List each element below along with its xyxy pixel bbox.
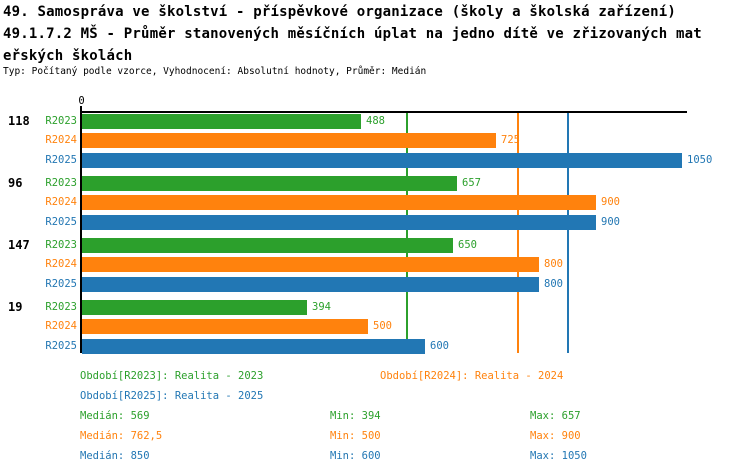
- bar: [82, 114, 361, 129]
- bar: [82, 195, 596, 210]
- stat-label: Min:: [330, 430, 356, 442]
- stat-value: 762,5: [130, 430, 163, 442]
- series-label: R2025: [45, 154, 77, 166]
- stat-min-r2024: Min: 500: [330, 429, 381, 443]
- bar-value-label: 725: [501, 134, 520, 146]
- bar-value-label: 900: [601, 216, 620, 228]
- series-label: R2023: [45, 239, 77, 251]
- median-line-r2025: [567, 113, 569, 353]
- bar-value-label: 900: [601, 196, 620, 208]
- stat-min-r2023: Min: 394: [330, 409, 381, 423]
- stat-value: 500: [361, 430, 381, 442]
- stat-label: Min:: [330, 410, 356, 422]
- category-label: 147: [8, 238, 30, 252]
- bar-value-label: 800: [544, 278, 563, 290]
- bar-value-label: 657: [462, 177, 481, 189]
- stat-label: Medián:: [80, 450, 125, 462]
- stat-median-r2025: Medián: 850: [80, 449, 150, 463]
- bar: [82, 300, 307, 315]
- bar: [82, 238, 453, 253]
- bar-value-label: 1050: [687, 154, 713, 166]
- median-line-r2023: [406, 113, 408, 353]
- stat-value: 569: [130, 410, 150, 422]
- bar: [82, 176, 457, 191]
- series-label: R2023: [45, 115, 77, 127]
- page-title-line2: 49.1.7.2 MŠ - Průměr stanovených měsíční…: [3, 26, 702, 42]
- stat-median-r2023: Medián: 569: [80, 409, 150, 423]
- bar-value-label: 500: [373, 320, 392, 332]
- stat-value: 850: [130, 450, 150, 462]
- series-label: R2025: [45, 278, 77, 290]
- category-label: 19: [8, 300, 23, 314]
- bar: [82, 215, 596, 230]
- y-axis-line: [80, 106, 82, 353]
- category-label: 118: [8, 114, 30, 128]
- stat-label: Min:: [330, 450, 356, 462]
- legend-item-r2023: Období[R2023]: Realita - 2023: [80, 370, 264, 382]
- series-label: R2023: [45, 177, 77, 189]
- stat-max-r2023: Max: 657: [530, 409, 581, 423]
- stat-median-r2024: Medián: 762,5: [80, 429, 162, 443]
- bar: [82, 133, 496, 148]
- series-label: R2025: [45, 340, 77, 352]
- stat-label: Medián:: [80, 430, 125, 442]
- stat-label: Max:: [530, 450, 556, 462]
- bar-value-label: 394: [312, 301, 331, 313]
- bar-value-label: 488: [366, 115, 385, 127]
- series-label: R2024: [45, 258, 77, 270]
- bar: [82, 257, 539, 272]
- legend-item-r2025: Období[R2025]: Realita - 2025: [80, 390, 264, 402]
- x-axis-line: [80, 111, 687, 113]
- stat-label: Max:: [530, 430, 556, 442]
- page-title-line1: 49. Samospráva ve školství - příspěvkové…: [3, 4, 677, 20]
- chart-subtitle: Typ: Počítaný podle vzorce, Vyhodnocení:…: [3, 66, 427, 77]
- bar-value-label: 650: [458, 239, 477, 251]
- stat-min-r2025: Min: 600: [330, 449, 381, 463]
- stat-value: 1050: [561, 450, 587, 462]
- stat-value: 394: [361, 410, 381, 422]
- series-label: R2024: [45, 134, 77, 146]
- median-line-r2024: [517, 113, 519, 353]
- category-label: 96: [8, 176, 23, 190]
- series-label: R2023: [45, 301, 77, 313]
- stat-max-r2025: Max: 1050: [530, 449, 587, 463]
- stat-max-r2024: Max: 900: [530, 429, 581, 443]
- series-label: R2024: [45, 320, 77, 332]
- bar: [82, 277, 539, 292]
- bar-value-label: 600: [430, 340, 449, 352]
- bar: [82, 153, 682, 168]
- bar: [82, 319, 368, 334]
- bar: [82, 339, 425, 354]
- series-label: R2024: [45, 196, 77, 208]
- zero-tick-label: 0: [78, 95, 85, 107]
- bar-value-label: 800: [544, 258, 563, 270]
- stat-value: 600: [361, 450, 381, 462]
- legend-item-r2024: Období[R2024]: Realita - 2024: [380, 370, 564, 382]
- stat-value: 900: [561, 430, 581, 442]
- stat-label: Max:: [530, 410, 556, 422]
- page-title-line3: eřských školách: [3, 48, 133, 64]
- stat-value: 657: [561, 410, 581, 422]
- series-label: R2025: [45, 216, 77, 228]
- stat-label: Medián:: [80, 410, 125, 422]
